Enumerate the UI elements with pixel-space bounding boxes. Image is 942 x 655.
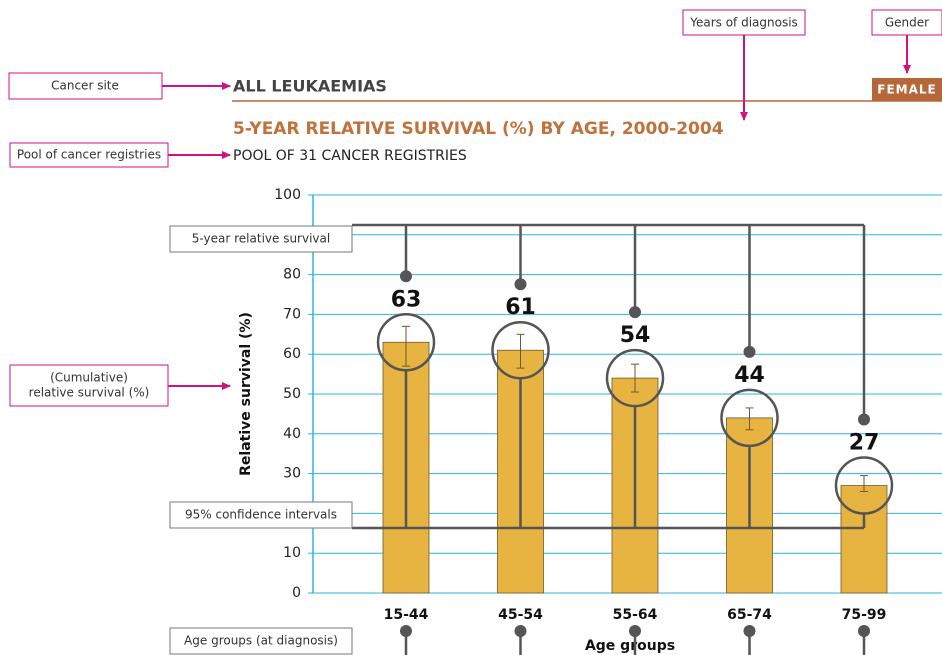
connector-dot bbox=[629, 306, 641, 319]
annotation: Pool of cancer registries bbox=[17, 148, 161, 162]
gender: FEMALE bbox=[877, 83, 936, 97]
value-label: 54 bbox=[620, 323, 651, 348]
chart-title: 5-YEAR RELATIVE SURVIVAL (%) BY AGE, 200… bbox=[233, 119, 724, 139]
y-tick-label: 10 bbox=[283, 545, 301, 561]
annotation: Years of diagnosis bbox=[689, 16, 798, 30]
gender-badge bbox=[872, 78, 942, 101]
value-label: 27 bbox=[849, 431, 880, 456]
y-tick-label: 30 bbox=[283, 466, 301, 482]
y-tick-label: 80 bbox=[283, 267, 301, 283]
value-label: 61 bbox=[505, 295, 536, 320]
cancer-site: ALL LEUKAEMIAS bbox=[233, 77, 387, 96]
annotation-box bbox=[169, 225, 353, 253]
connector-dot bbox=[400, 270, 412, 283]
annotation: (Cumulative) bbox=[50, 371, 128, 385]
y-axis-label: Relative survival (%) bbox=[238, 312, 254, 476]
y-tick-label: 50 bbox=[283, 386, 301, 402]
value-label: 44 bbox=[734, 363, 765, 388]
bar bbox=[840, 485, 888, 594]
x-tick-label: 75-99 bbox=[842, 607, 887, 623]
annotation-box bbox=[169, 501, 353, 529]
annotation: Age groups (at diagnosis) bbox=[184, 634, 338, 648]
connector-dot bbox=[858, 413, 870, 426]
connector-dot bbox=[743, 345, 756, 358]
chart-subtitle: POOL OF 31 CANCER REGISTRIES bbox=[233, 148, 467, 164]
annotation-box bbox=[871, 9, 942, 36]
x-axis-label: Age groups bbox=[585, 638, 675, 654]
annotations: Cancer site Years of diagnosis Gender Po… bbox=[8, 9, 942, 407]
x-tick-label: 15-44 bbox=[384, 607, 429, 623]
annotation-box bbox=[8, 72, 163, 100]
annotation: Gender bbox=[885, 16, 929, 30]
y-tick-label: 0 bbox=[292, 585, 301, 601]
annotation: 95% confidence intervals bbox=[185, 508, 337, 522]
connector-dot bbox=[514, 278, 527, 291]
x-tick-label: 55-64 bbox=[613, 607, 658, 623]
x-tick-label: 45-54 bbox=[498, 607, 543, 623]
y-tick-label: 60 bbox=[283, 346, 301, 362]
annotation: 5-year relative survival bbox=[192, 232, 330, 246]
annotation: relative survival (%) bbox=[29, 386, 150, 400]
y-tick-label: 40 bbox=[283, 426, 301, 442]
y-tick-label: 100 bbox=[274, 187, 301, 203]
y-tick-label: 70 bbox=[283, 306, 301, 322]
annotation-box bbox=[169, 627, 353, 655]
annotation-box bbox=[9, 364, 169, 407]
annotation: Cancer site bbox=[51, 79, 119, 93]
x-tick-label: 65-74 bbox=[727, 607, 772, 623]
value-label: 63 bbox=[391, 287, 422, 312]
